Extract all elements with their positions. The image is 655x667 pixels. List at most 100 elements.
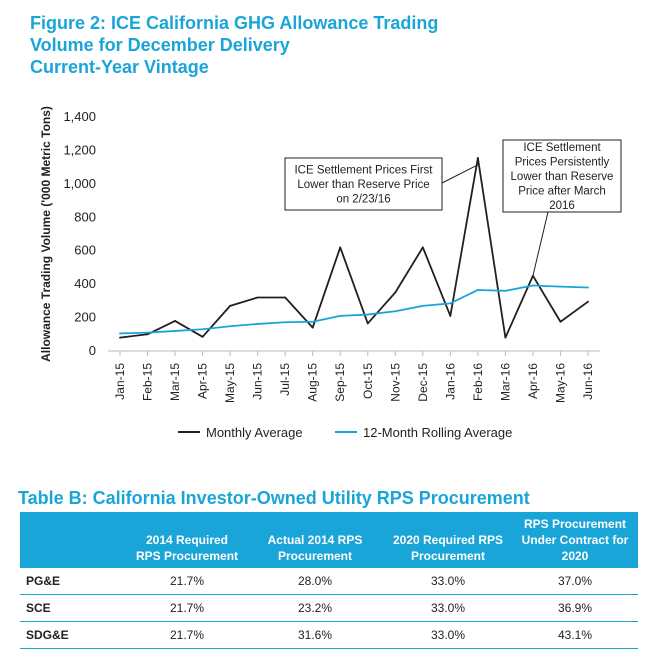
annotation-text: on 2/23/16 (336, 193, 390, 205)
x-tick-label: Jun-15 (251, 363, 265, 400)
trading-volume-chart: Allowance Trading Volume ('000 Metric To… (39, 106, 622, 440)
table-title: Table B: California Investor-Owned Utili… (18, 488, 530, 508)
annotation-leader-line (532, 211, 549, 276)
data-point (587, 286, 589, 289)
y-tick-label: 400 (74, 276, 96, 291)
data-point (504, 336, 507, 339)
data-point (504, 289, 507, 292)
data-point (229, 304, 232, 307)
y-tick-label: 800 (74, 209, 96, 224)
data-point (366, 322, 369, 325)
figure-title-line: Figure 2: ICE California GHG Allowance T… (30, 13, 439, 33)
annotation-text: ICE Settlement (523, 142, 601, 154)
data-point (201, 328, 204, 331)
table-header-cell: 2020 Required RPS Procurement (384, 512, 512, 568)
rps-table: 2014 Required RPS Procurement Actual 201… (20, 512, 638, 649)
y-tick-label: 0 (89, 343, 96, 358)
table-cell: 28.0% (246, 568, 384, 595)
data-point (256, 323, 259, 325)
table-cell: 37.0% (512, 568, 638, 595)
annotation-text: ICE Settlement Prices First (294, 164, 433, 176)
data-point (394, 310, 397, 313)
data-point (284, 321, 287, 324)
x-tick-label: Apr-16 (526, 363, 540, 399)
y-tick-label: 1,000 (63, 176, 96, 191)
data-point (366, 313, 369, 316)
data-point (174, 330, 176, 332)
table-cell: 21.7% (128, 568, 246, 595)
utility-name-cell: SDG&E (20, 621, 128, 649)
data-point (476, 289, 479, 291)
annotation-box (502, 139, 622, 213)
series-line-monthly-average (119, 157, 589, 339)
data-point (394, 291, 397, 294)
annotation-text: Price after March (518, 185, 606, 197)
data-point (449, 302, 452, 305)
x-tick-label: Nov-15 (388, 363, 402, 402)
x-tick-label: Feb-15 (141, 363, 155, 401)
legend-label: 12-Month Rolling Average (363, 425, 512, 440)
data-point (119, 336, 121, 339)
data-point (119, 332, 121, 335)
table-cell: 36.9% (512, 594, 638, 622)
data-point (256, 296, 259, 299)
x-tick-label: Jun-16 (581, 363, 595, 400)
table-cell: 33.0% (384, 594, 512, 622)
data-point (559, 285, 562, 288)
x-tick-label: Oct-15 (361, 363, 375, 399)
data-point (201, 335, 204, 338)
data-point (339, 246, 342, 249)
table-header-cell: 2014 Required RPS Procurement (128, 512, 246, 568)
table-cell: 33.0% (384, 621, 512, 649)
x-tick-label: Jan-16 (443, 363, 457, 400)
figure-title: Figure 2: ICE California GHG Allowance T… (30, 12, 640, 78)
x-tick-label: Mar-15 (168, 363, 182, 401)
annotation-leader-line (441, 164, 479, 184)
annotation-text: Lower than Reserve Price (297, 179, 429, 191)
x-tick-label: Apr-15 (196, 363, 210, 399)
table-row: PG&E 21.7% 28.0% 33.0% 37.0% (20, 568, 638, 595)
data-point (311, 320, 314, 323)
data-point (532, 284, 534, 287)
data-point (284, 296, 287, 299)
annotation-text: Prices Persistently (515, 156, 610, 168)
x-tick-label: May-16 (553, 363, 567, 403)
utility-name-cell: SCE (20, 594, 128, 622)
annotation-text: 2016 (549, 200, 575, 212)
x-tick-label: Aug-15 (306, 363, 320, 402)
y-tick-label: 200 (74, 310, 96, 325)
y-tick-label: 600 (74, 243, 96, 258)
table-row: SDG&E 21.7% 31.6% 33.0% 43.1% (20, 621, 638, 649)
figure-title-line: Current-Year Vintage (30, 57, 209, 77)
table-header-cell: RPS Procurement Under Contract for 2020 (512, 512, 638, 568)
data-point (174, 320, 176, 322)
annotation-text: Lower than Reserve (511, 171, 614, 183)
x-tick-label: Mar-16 (498, 363, 512, 401)
table-header-cell: Actual 2014 RPS Procurement (246, 512, 384, 568)
y-tick-label: 1,400 (63, 109, 96, 124)
table-cell: 31.6% (246, 621, 384, 649)
legend-label: Monthly Average (206, 425, 303, 440)
data-point (421, 246, 424, 249)
table-row: SCE 21.7% 23.2% 33.0% 36.9% (20, 594, 638, 622)
data-point (449, 315, 452, 317)
y-axis-title: Allowance Trading Volume ('000 Metric To… (39, 106, 53, 362)
data-point (339, 315, 342, 317)
table-cell: 21.7% (128, 594, 246, 622)
table-header-cell (20, 512, 128, 568)
data-point (146, 331, 149, 334)
x-tick-label: May-15 (223, 363, 237, 403)
x-tick-label: Sep-15 (333, 363, 347, 402)
x-tick-label: Jan-15 (113, 363, 127, 400)
table-cell: 23.2% (246, 594, 384, 622)
y-tick-label: 1,200 (63, 142, 96, 157)
data-point (146, 333, 149, 336)
table-cell: 43.1% (512, 621, 638, 649)
data-point (421, 304, 424, 307)
data-point (587, 300, 589, 303)
table-header-row: 2014 Required RPS Procurement Actual 201… (20, 512, 638, 568)
table-cell: 33.0% (384, 568, 512, 595)
table-cell: 21.7% (128, 621, 246, 649)
x-tick-label: Jul-15 (278, 363, 292, 396)
data-point (559, 320, 562, 323)
